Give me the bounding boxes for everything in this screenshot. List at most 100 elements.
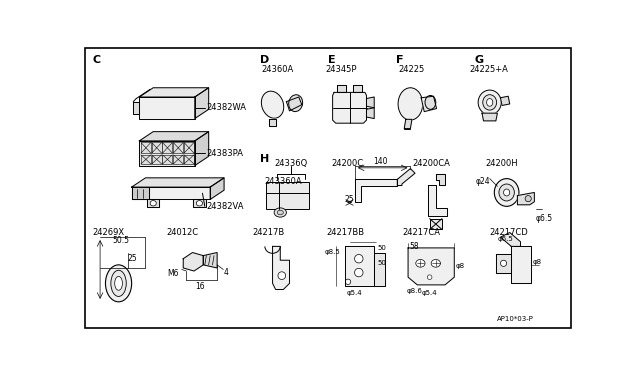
- Circle shape: [428, 275, 432, 279]
- Text: 24269X: 24269X: [92, 228, 125, 237]
- Ellipse shape: [416, 260, 425, 267]
- Circle shape: [278, 272, 285, 279]
- Polygon shape: [195, 132, 209, 166]
- Bar: [184, 142, 194, 153]
- Bar: [266, 182, 308, 209]
- Polygon shape: [337, 85, 346, 92]
- Text: φ8.6: φ8.6: [406, 288, 422, 294]
- Text: D: D: [260, 55, 269, 65]
- Polygon shape: [367, 108, 374, 119]
- Polygon shape: [333, 92, 367, 123]
- Text: 24217B: 24217B: [253, 228, 285, 237]
- Text: 24012C: 24012C: [166, 228, 198, 237]
- Polygon shape: [436, 174, 445, 185]
- Text: G: G: [474, 55, 483, 65]
- Text: 50.5: 50.5: [113, 235, 129, 245]
- Bar: [152, 155, 162, 164]
- Text: 24217CD: 24217CD: [490, 228, 529, 237]
- Bar: [141, 155, 151, 164]
- Ellipse shape: [425, 96, 436, 109]
- Ellipse shape: [499, 184, 515, 201]
- Text: 58: 58: [410, 242, 419, 251]
- Text: 24360A: 24360A: [262, 65, 294, 74]
- Polygon shape: [355, 179, 397, 202]
- Text: 24200CA: 24200CA: [413, 158, 451, 168]
- Text: 50: 50: [378, 245, 386, 251]
- Polygon shape: [428, 185, 447, 216]
- Text: 140: 140: [373, 157, 388, 166]
- Text: C: C: [92, 55, 100, 65]
- Polygon shape: [140, 132, 209, 141]
- Text: 16: 16: [196, 282, 205, 291]
- Ellipse shape: [106, 265, 132, 302]
- Text: 24217BB: 24217BB: [326, 228, 365, 237]
- Circle shape: [525, 196, 531, 202]
- Text: φ5.4: φ5.4: [346, 289, 362, 295]
- Text: AP10*03-P: AP10*03-P: [497, 316, 534, 322]
- Text: φ8: φ8: [533, 259, 542, 265]
- Polygon shape: [147, 199, 159, 207]
- Text: 24200H: 24200H: [485, 158, 518, 168]
- Bar: [163, 142, 172, 153]
- Ellipse shape: [431, 260, 440, 267]
- Circle shape: [355, 254, 363, 263]
- Bar: [429, 219, 442, 230]
- Polygon shape: [287, 97, 302, 111]
- Text: 24217CA: 24217CA: [402, 228, 440, 237]
- Text: 4: 4: [223, 268, 228, 277]
- Text: F: F: [396, 55, 403, 65]
- Ellipse shape: [504, 189, 509, 196]
- Bar: [141, 142, 151, 153]
- Ellipse shape: [274, 208, 287, 217]
- Text: 24345P: 24345P: [325, 65, 356, 74]
- Text: M6: M6: [167, 269, 179, 279]
- Polygon shape: [482, 113, 497, 121]
- Polygon shape: [374, 253, 385, 286]
- Ellipse shape: [115, 276, 122, 290]
- Bar: [184, 155, 194, 164]
- Bar: [163, 155, 172, 164]
- Text: 24382WA: 24382WA: [206, 103, 246, 112]
- Polygon shape: [140, 97, 195, 119]
- Polygon shape: [269, 119, 276, 126]
- Text: H: H: [260, 154, 269, 164]
- Text: 24225+A: 24225+A: [470, 65, 509, 74]
- Ellipse shape: [398, 88, 422, 120]
- Text: φ24: φ24: [476, 177, 490, 186]
- Ellipse shape: [289, 95, 303, 112]
- Polygon shape: [404, 119, 412, 129]
- Ellipse shape: [277, 210, 284, 215]
- Polygon shape: [193, 199, 205, 207]
- Polygon shape: [500, 232, 520, 246]
- Polygon shape: [140, 88, 209, 97]
- Ellipse shape: [494, 179, 519, 206]
- Polygon shape: [345, 246, 374, 286]
- Circle shape: [355, 268, 363, 277]
- Polygon shape: [367, 97, 374, 108]
- Text: φ5.4: φ5.4: [422, 289, 438, 295]
- Polygon shape: [397, 169, 415, 186]
- Polygon shape: [195, 88, 209, 119]
- Polygon shape: [183, 253, 204, 271]
- Ellipse shape: [261, 91, 284, 118]
- Text: φ6.5: φ6.5: [497, 235, 513, 241]
- Text: φ6.5: φ6.5: [536, 214, 553, 223]
- Text: 243360A: 243360A: [265, 177, 303, 186]
- Text: φ8: φ8: [456, 263, 465, 269]
- Polygon shape: [133, 102, 140, 114]
- Circle shape: [500, 260, 507, 266]
- Text: 24336Q: 24336Q: [274, 158, 307, 168]
- Text: φ8.5: φ8.5: [325, 250, 340, 256]
- Polygon shape: [408, 248, 454, 285]
- Ellipse shape: [150, 201, 156, 206]
- Text: 24383PA: 24383PA: [206, 149, 243, 158]
- Circle shape: [346, 279, 351, 285]
- Text: 24225: 24225: [399, 65, 425, 74]
- Polygon shape: [517, 192, 534, 205]
- Polygon shape: [511, 246, 531, 283]
- Polygon shape: [140, 141, 195, 166]
- Polygon shape: [210, 178, 224, 199]
- Polygon shape: [496, 254, 511, 273]
- Polygon shape: [421, 96, 436, 112]
- Text: E: E: [328, 55, 335, 65]
